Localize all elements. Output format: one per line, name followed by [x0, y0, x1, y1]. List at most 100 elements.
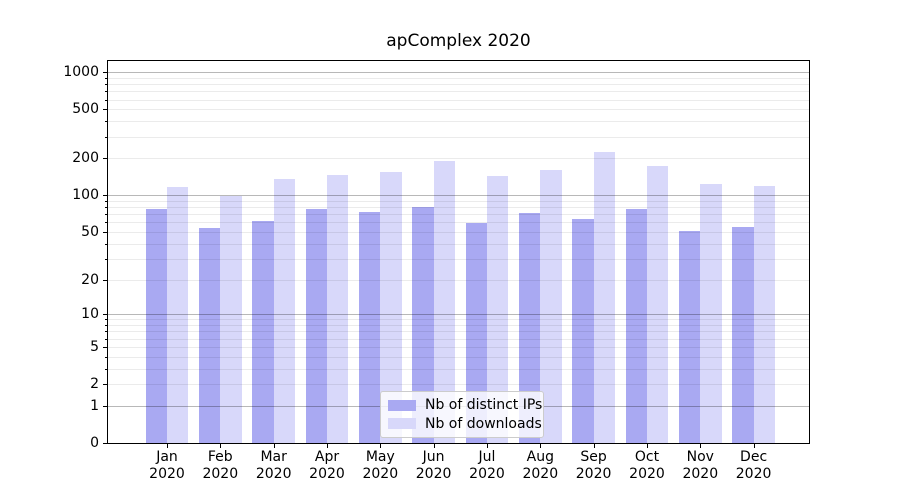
bar-downloads: [380, 172, 402, 443]
x-tick-label: Nov 2020: [670, 449, 730, 483]
y-tick-label: 0: [90, 435, 99, 451]
x-tick-year: 2020: [149, 466, 185, 482]
x-tick-year: 2020: [415, 466, 452, 482]
x-tick-year: 2020: [202, 466, 239, 482]
y-tick-label: 200: [72, 150, 99, 167]
x-tick-label: Dec 2020: [724, 449, 784, 483]
x-tick-mark: [433, 444, 435, 448]
bar-downloads: [433, 161, 455, 443]
legend-label-downloads: Nb of downloads: [425, 415, 542, 432]
x-tick-label: Feb 2020: [190, 449, 250, 483]
y-tick-label: 20: [81, 271, 99, 288]
bar-downloads: [220, 195, 242, 443]
y-minor-tick-mark: [105, 214, 107, 216]
y-minor-tick-mark: [105, 99, 107, 101]
legend-swatch-downloads-icon: [388, 418, 416, 430]
legend: Nb of distinct IPs Nb of downloads: [380, 391, 544, 438]
bar-distinct-ips: [199, 228, 221, 443]
x-tick-year: 2020: [522, 466, 559, 482]
y-minor-tick-mark: [105, 325, 107, 327]
y-tick-label: 5: [90, 338, 99, 355]
bar-distinct-ips: [625, 208, 647, 443]
bar-distinct-ips: [465, 223, 487, 443]
bar-distinct-ips: [252, 220, 274, 443]
y-minor-tick-mark: [105, 258, 107, 260]
x-tick-year: 2020: [575, 466, 612, 482]
x-tick-label: Sep 2020: [564, 449, 624, 483]
x-tick-label: Jan 2020: [137, 449, 197, 483]
plot-area: [107, 60, 810, 444]
bar-downloads: [167, 187, 189, 443]
y-minor-tick-mark: [105, 158, 107, 160]
x-tick-label: Jun 2020: [404, 449, 464, 483]
y-tick-mark: [103, 443, 107, 444]
y-minor-tick-mark: [105, 121, 107, 123]
x-tick-mark: [380, 444, 382, 448]
legend-label-distinct-ips: Nb of distinct IPs: [425, 397, 543, 414]
y-minor-tick-mark: [105, 384, 107, 385]
x-tick-mark: [327, 444, 328, 448]
bar-downloads: [646, 166, 669, 443]
y-minor-tick-mark: [105, 368, 107, 370]
bar-downloads: [273, 179, 295, 443]
bar-downloads: [593, 152, 615, 443]
bar-distinct-ips: [145, 209, 167, 443]
x-tick-mark: [700, 444, 702, 448]
x-tick-mark: [753, 444, 755, 448]
x-tick-mark: [593, 444, 595, 448]
bar-distinct-ips: [679, 231, 701, 443]
bar-distinct-ips: [412, 207, 434, 443]
y-minor-tick-mark: [105, 207, 107, 209]
legend-row-downloads: Nb of downloads: [388, 415, 542, 434]
y-minor-tick-mark: [105, 109, 107, 111]
chart-title: apComplex 2020: [386, 31, 531, 51]
y-tick-label: 10: [81, 306, 99, 323]
bar-distinct-ips: [732, 227, 754, 443]
x-tick-mark: [647, 444, 648, 448]
x-tick-year: 2020: [629, 466, 665, 482]
x-tick-year: 2020: [735, 466, 772, 482]
x-tick-label: Mar 2020: [244, 449, 304, 483]
x-tick-year: 2020: [362, 466, 399, 482]
x-tick-mark: [273, 444, 275, 448]
bar-downloads: [326, 175, 349, 443]
y-minor-tick-mark: [105, 338, 107, 340]
y-tick-mark: [103, 405, 107, 407]
bar-downloads: [753, 186, 775, 443]
y-tick-label: 100: [72, 187, 99, 204]
x-tick-label: Aug 2020: [510, 449, 570, 483]
bar-distinct-ips: [519, 212, 541, 443]
y-minor-tick-mark: [105, 243, 107, 245]
x-tick-mark: [540, 444, 542, 448]
y-minor-tick-mark: [105, 346, 107, 348]
bar-distinct-ips: [359, 212, 381, 443]
bar-downloads: [700, 183, 722, 443]
y-tick-mark: [103, 314, 107, 316]
x-tick-year: 2020: [255, 466, 292, 482]
y-tick-label: 1000: [63, 64, 99, 81]
legend-row-distinct-ips: Nb of distinct IPs: [388, 396, 542, 415]
x-tick-year: 2020: [682, 466, 719, 482]
y-minor-tick-mark: [105, 232, 107, 233]
bar-distinct-ips: [305, 208, 327, 443]
y-minor-tick-mark: [105, 84, 107, 86]
x-tick-year: 2020: [309, 466, 345, 482]
y-minor-tick-mark: [105, 222, 107, 224]
y-minor-tick-mark: [105, 136, 107, 138]
x-tick-mark: [167, 444, 168, 448]
bar-distinct-ips: [572, 219, 594, 443]
legend-swatch-distinct-ips-icon: [388, 399, 416, 411]
y-minor-tick-mark: [105, 200, 107, 202]
x-tick-label: Apr 2020: [297, 449, 357, 483]
y-tick-label: 500: [72, 101, 99, 118]
x-tick-label: Oct 2020: [617, 449, 677, 483]
x-tick-mark: [220, 444, 222, 448]
x-tick-year: 2020: [469, 466, 505, 482]
y-minor-tick-mark: [105, 77, 107, 79]
y-minor-tick-mark: [105, 279, 107, 281]
y-minor-tick-mark: [105, 331, 107, 333]
y-minor-tick-mark: [105, 356, 107, 358]
x-tick-label: May 2020: [350, 449, 410, 483]
x-tick-label: Jul 2020: [457, 449, 517, 483]
